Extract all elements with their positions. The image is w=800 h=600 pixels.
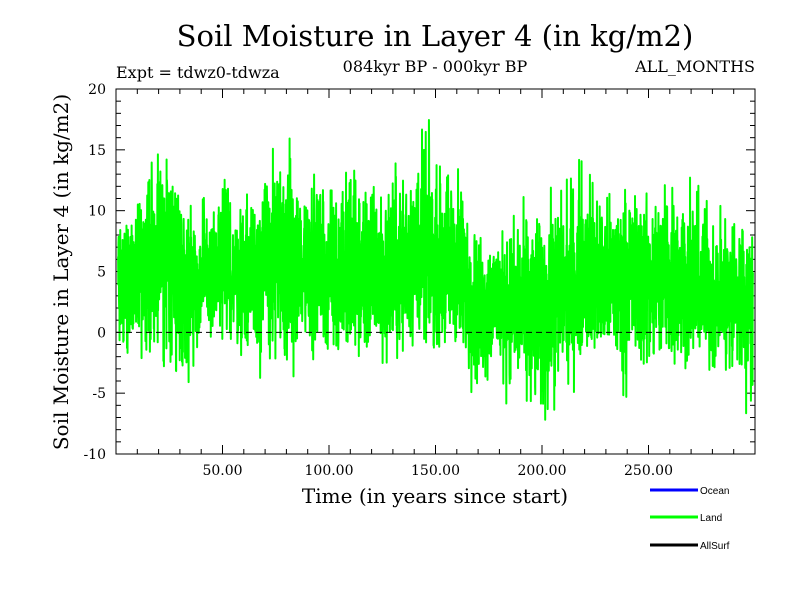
- x-tick-label: 200.00: [518, 463, 567, 479]
- plot-area: 50.00 100.00 150.00 200.00 250.00 -10 -5 0 5 10 15…: [83, 82, 756, 479]
- y-tick-label: 20: [88, 82, 106, 98]
- land-series-line: [117, 119, 754, 421]
- y-tick-label: -5: [92, 386, 106, 402]
- legend: Ocean Land AllSurf: [650, 486, 730, 552]
- x-tick-label: 50.00: [202, 463, 242, 479]
- chart-title: Soil Moisture in Layer 4 (in kg/m2): [177, 19, 694, 53]
- y-tick-label: -10: [83, 447, 106, 463]
- legend-label-land: Land: [700, 513, 722, 524]
- y-tick-label: 5: [97, 265, 106, 281]
- y-tick-label: 10: [88, 204, 106, 220]
- x-tick-label: 150.00: [411, 463, 460, 479]
- y-axis-label: Soil Moisture in Layer 4 (in kg/m2): [49, 94, 73, 450]
- x-axis-label: Time (in years since start): [302, 484, 568, 508]
- x-ticks: 50.00 100.00 150.00 200.00 250.00: [136, 89, 735, 479]
- x-tick-label: 100.00: [305, 463, 354, 479]
- plot-frame: [115, 88, 756, 455]
- y-ticks: -10 -5 0 5 10 15 20: [83, 82, 755, 463]
- time-range-label: 084kyr BP - 000kyr BP: [343, 57, 528, 76]
- y-tick-label: 15: [88, 143, 106, 159]
- y-tick-label: 0: [97, 325, 106, 341]
- legend-label-ocean: Ocean: [700, 486, 729, 497]
- months-label: ALL_MONTHS: [634, 57, 755, 76]
- legend-label-allsurf: AllSurf: [700, 541, 730, 552]
- experiment-label: Expt = tdwz0-tdwza: [116, 63, 280, 82]
- x-tick-label: 250.00: [624, 463, 673, 479]
